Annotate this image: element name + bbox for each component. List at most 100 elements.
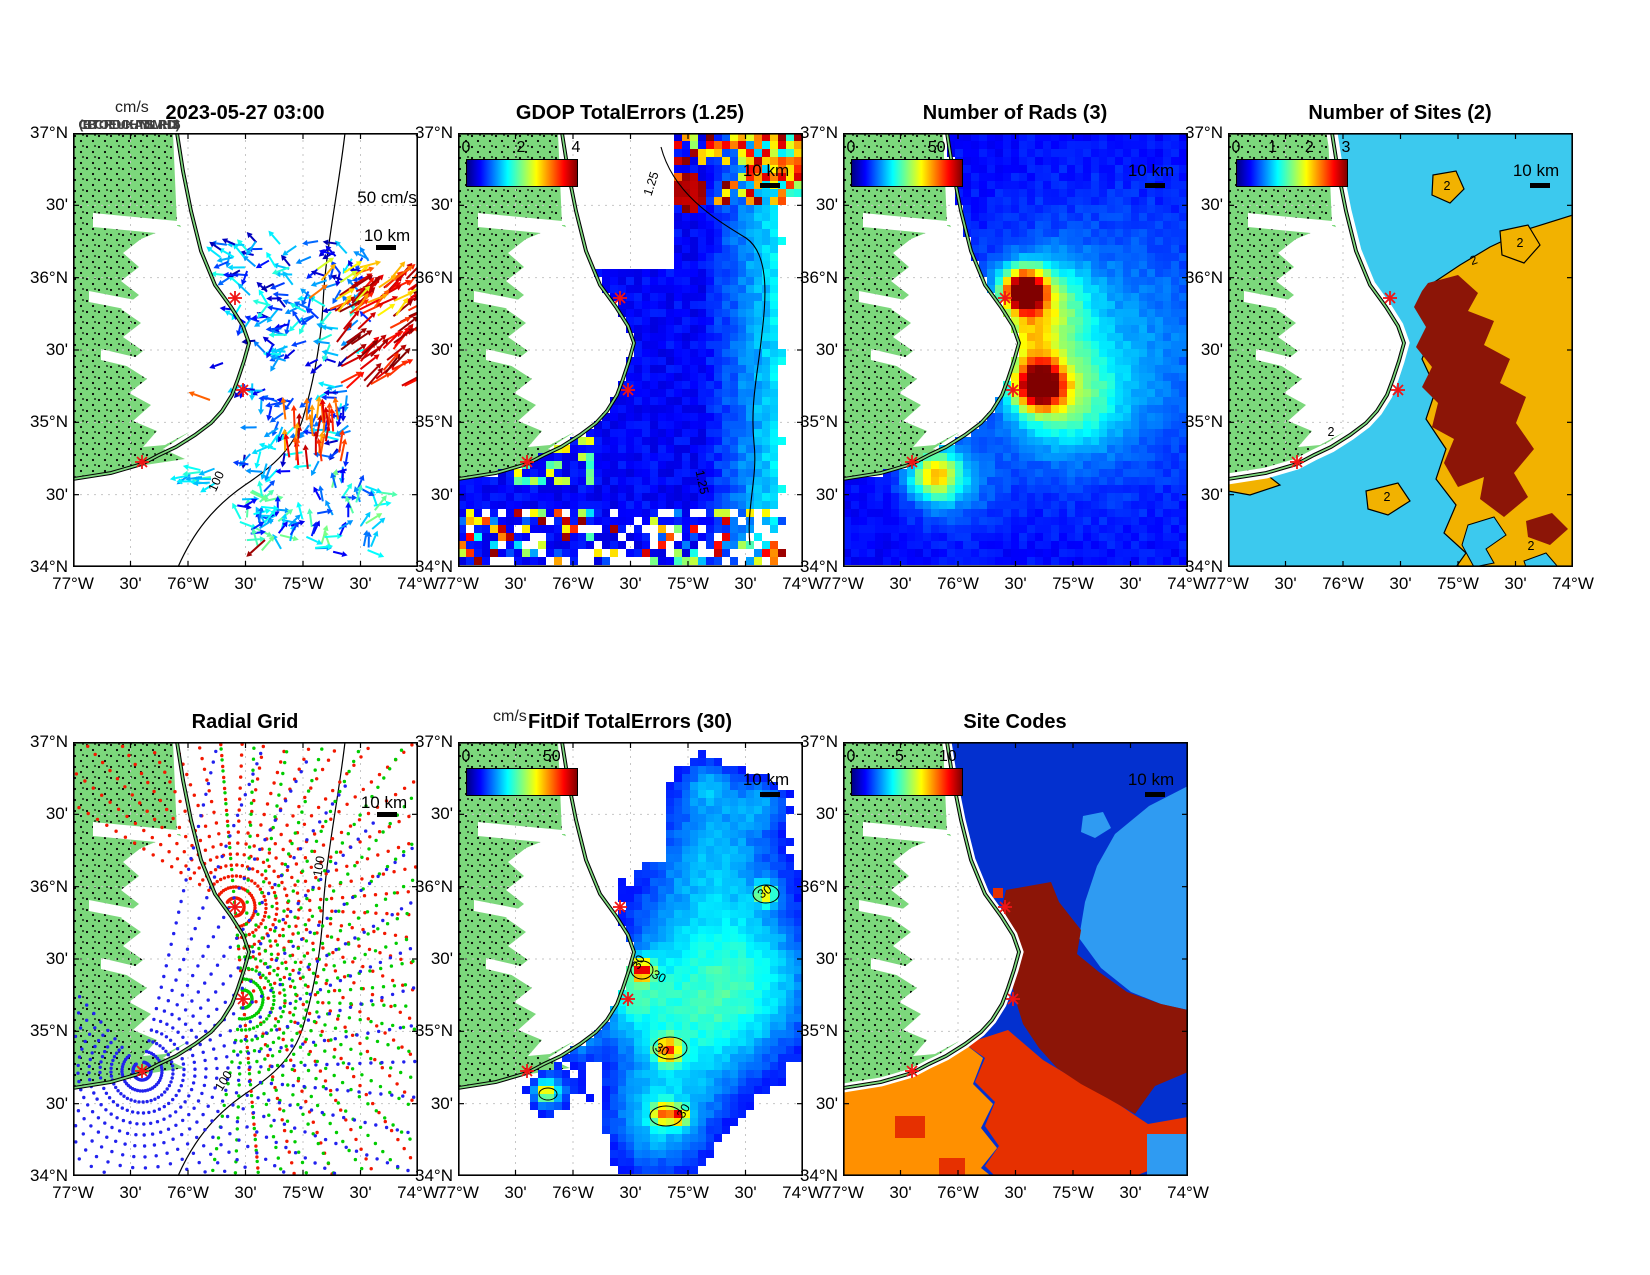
x-tick-label: 30' — [234, 1183, 257, 1202]
contour-label: 2 — [1517, 236, 1524, 250]
x-tick-label: 74°W — [397, 1183, 439, 1202]
distance-scale-label: 10 km — [742, 770, 790, 789]
radar-site-marker — [1391, 383, 1405, 397]
neuse-river — [871, 958, 939, 985]
y-tick-label: 34°N — [800, 1166, 838, 1185]
x-tick-label: 74°W — [782, 574, 824, 593]
barrier-island-strip — [843, 133, 1020, 480]
distance-scale-bar — [1145, 792, 1165, 797]
x-tick-label: 75°W — [282, 1183, 324, 1202]
y-tick-label: 34°N — [30, 1166, 68, 1185]
colorbar-tick: 0 — [846, 748, 856, 765]
x-tick-label: 75°W — [1052, 574, 1094, 593]
y-tick-label: 30' — [45, 195, 68, 215]
radar-site-marker — [905, 1064, 919, 1078]
y-tick-label: 30' — [45, 804, 68, 824]
y-tick-label: 30' — [1200, 484, 1223, 504]
x-tick-label: 30' — [349, 574, 372, 593]
x-tick-label: 74°W — [1552, 574, 1594, 593]
x-tick-label: 30' — [734, 1183, 757, 1202]
y-tick-label: 34°N — [30, 557, 68, 576]
colorbar-tick: 0 — [461, 748, 471, 765]
x-tick-label: 77°W — [1207, 574, 1249, 593]
distance-scale-label: 10 km — [742, 161, 790, 180]
colorbar-tick: 2 — [516, 139, 526, 156]
x-tick-label: 30' — [1004, 574, 1027, 593]
panel-title-fitdif: FitDif TotalErrors (30) — [527, 711, 733, 733]
radar-site-marker — [228, 291, 242, 305]
x-tick-label: 30' — [1119, 1183, 1142, 1202]
neuse-river — [101, 349, 169, 376]
contour-label: 100 — [310, 855, 327, 878]
colorbar-tick: 2 — [1304, 139, 1314, 156]
radar-site-marker — [520, 455, 534, 469]
y-tick-label: 35°N — [415, 412, 453, 432]
x-tick-label: 75°W — [1052, 1183, 1094, 1202]
radar-site-marker — [621, 383, 635, 397]
currents-map: 100 — [73, 133, 418, 567]
distance-scale-label: 10 km — [1127, 770, 1175, 789]
y-tick-label: 37°N — [800, 123, 838, 142]
barrier-island-strip — [73, 133, 250, 480]
y-tick-label: 37°N — [415, 732, 453, 751]
y-tick-label: 36°N — [415, 876, 453, 896]
y-tick-label: 36°N — [415, 267, 453, 287]
code-patch — [939, 1158, 965, 1176]
pamlico-river — [859, 291, 931, 316]
contour-label: 30 — [674, 1101, 693, 1120]
distance-scale-label: 10 km — [1127, 161, 1175, 180]
code-region-southwest — [843, 1044, 997, 1176]
y-tick-label: 30' — [430, 340, 453, 359]
x-tick-label: 77°W — [52, 1183, 94, 1202]
y-tick-label: 35°N — [800, 1021, 838, 1041]
colorbar — [1236, 159, 1348, 187]
pamlico-sound — [891, 834, 1017, 1056]
y-tick-label: 30' — [430, 484, 453, 504]
colorbar — [851, 768, 963, 796]
radar-site-marker — [520, 1064, 534, 1078]
panel-nsites: 2 2 2 2 2 2 Number of Sites (2) 37°N 30' 36°N 30' 3… — [1185, 102, 1594, 593]
colorbar — [466, 768, 578, 796]
y-tick-label: 30' — [430, 195, 453, 215]
region-3-sites — [1414, 275, 1534, 517]
contour-label: 2 — [1328, 425, 1335, 439]
albemarle-sound — [478, 822, 562, 844]
radar-site-marker — [621, 992, 635, 1006]
x-tick-label: 74°W — [1167, 1183, 1209, 1202]
y-tick-label: 30' — [815, 195, 838, 215]
gdop-1.25-contour — [660, 146, 766, 546]
x-tick-label: 76°W — [937, 1183, 979, 1202]
radar-site-marker — [1383, 291, 1397, 305]
x-tick-label: 75°W — [667, 1183, 709, 1202]
units-label: cm/s — [493, 708, 527, 725]
colorbar — [851, 159, 963, 187]
y-tick-label: 35°N — [30, 412, 68, 432]
distance-scale-bar — [376, 245, 396, 250]
distance-scale-label: 10 km — [360, 793, 408, 812]
radar-site-marker — [236, 383, 250, 397]
fitdif-30-contour — [752, 884, 780, 904]
x-tick-label: 75°W — [667, 574, 709, 593]
region-3-sites-patch — [1526, 513, 1568, 545]
code-region-south-center — [965, 1030, 1188, 1176]
contour-label: 2 — [1444, 179, 1451, 193]
x-tick-label: 76°W — [167, 1183, 209, 1202]
y-tick-label: 35°N — [415, 1021, 453, 1041]
radar-site-marker — [1006, 383, 1020, 397]
distance-scale-bar — [377, 812, 397, 817]
y-tick-label: 30' — [430, 949, 453, 968]
region-1-site-island — [1461, 516, 1507, 567]
y-tick-label: 34°N — [415, 1166, 453, 1185]
contour-label: 30 — [755, 882, 774, 901]
panel-gdop: 1.25 1.25 GDOP TotalErrors (1.25) 37°N 30' 36… — [415, 102, 824, 593]
neuse-river — [871, 349, 939, 376]
x-tick-label: 30' — [504, 574, 527, 593]
panel-sitecodes: Site Codes 37°N 30' 36°N 30' 35°N 30' 34°N 77°W 3… — [800, 711, 1209, 1202]
pamlico-sound — [506, 834, 632, 1056]
x-tick-label: 75°W — [1437, 574, 1479, 593]
x-tick-label: 30' — [889, 1183, 912, 1202]
y-tick-label: 35°N — [30, 1021, 68, 1041]
panel-currents: 100 2023-05-27 03:00 37°N 30' 36°N 30' 35°N 30'… — [30, 99, 439, 593]
